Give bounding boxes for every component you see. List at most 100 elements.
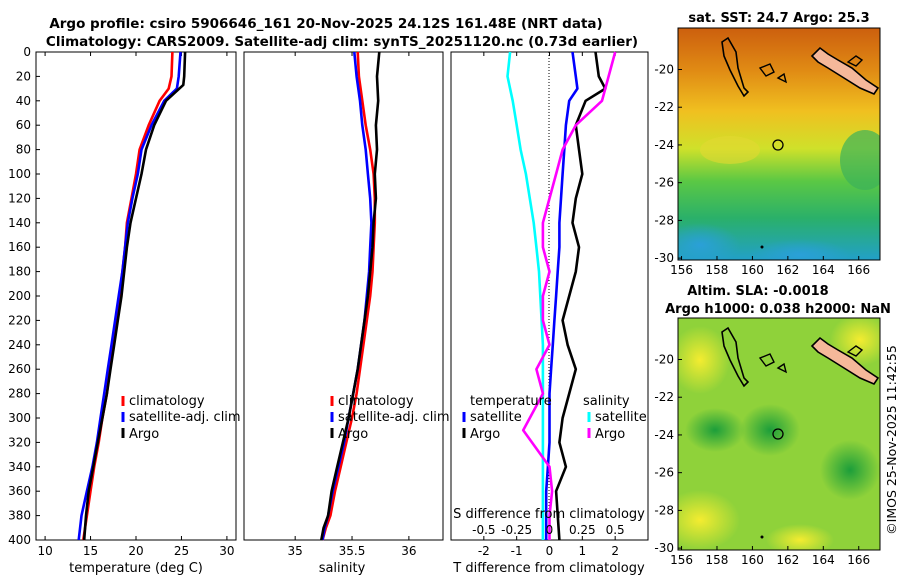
s-diff-axis-label: S difference from climatology — [453, 507, 645, 522]
y-tick-label: 0 — [23, 45, 31, 59]
map-y-tick: -28 — [654, 213, 674, 227]
sla-map-title-1: Altim. SLA: -0.0018 — [687, 284, 828, 299]
s-tick-label: -0.25 — [501, 523, 532, 537]
legend-argo-2: Argo — [338, 427, 368, 442]
legend-satellite: satellite-adj. clim — [129, 410, 241, 425]
y-tick-label: 360 — [8, 484, 31, 498]
legend-s-satellite: satellite — [595, 410, 647, 425]
map-x-tick: 164 — [812, 553, 835, 567]
x-tick-label: 20 — [128, 544, 143, 558]
map-x-tick: 156 — [670, 263, 693, 277]
map-x-tick: 164 — [812, 263, 835, 277]
sla-map: Altim. SLA: -0.0018 Argo h1000: 0.038 h2… — [654, 284, 890, 567]
temperature-panel: 0 20 40 60 80 100 120 140 160 180 200 220 240 260 280 3… — [8, 45, 241, 576]
difference-legend: temperature salinity satellite Argo sate… — [462, 394, 647, 442]
header-line-1: Argo profile: csiro 5906646_161 20-Nov-2… — [49, 16, 602, 32]
y-tick-label: 320 — [8, 435, 31, 449]
map-y-tick: -26 — [654, 466, 674, 480]
y-tick-label: 200 — [8, 289, 31, 303]
map-y-tick: -26 — [654, 176, 674, 190]
salinity-xlabel: salinity — [319, 561, 366, 576]
y-tick-label: 40 — [16, 94, 31, 108]
y-tick-label: 220 — [8, 313, 31, 327]
series-line-s-argo — [521, 51, 617, 540]
map-x-tick: 158 — [706, 263, 729, 277]
series-line-t-argo — [554, 51, 607, 541]
y-tick-label: 180 — [8, 265, 31, 279]
map-x-tick: 160 — [741, 263, 764, 277]
y-tick-label: 300 — [8, 411, 31, 425]
temperature-xlabel: temperature (deg C) — [69, 561, 203, 576]
x-tick-label: 25 — [174, 544, 189, 558]
map-x-tick: 158 — [706, 553, 729, 567]
legend-t-argo: Argo — [470, 427, 500, 442]
x-tick-label: 30 — [219, 544, 234, 558]
map-y-tick: -22 — [654, 100, 674, 114]
x-tick-label: -2 — [478, 544, 490, 558]
y-tick-label: 240 — [8, 338, 31, 352]
map-x-tick: 156 — [670, 553, 693, 567]
sst-map-title: sat. SST: 24.7 Argo: 25.3 — [688, 11, 869, 26]
salinity-legend: climatology satellite-adj. clim Argo — [330, 394, 450, 442]
temperature-legend: climatology satellite-adj. clim Argo — [121, 394, 241, 442]
x-tick-label: 10 — [37, 544, 52, 558]
s-tick-label: 0.25 — [569, 523, 596, 537]
map-y-tick: -20 — [654, 62, 674, 76]
legend-header-salinity: salinity — [583, 394, 630, 409]
y-tick-label: 60 — [16, 118, 31, 132]
y-tick-label: 160 — [8, 240, 31, 254]
legend-climatology-2: climatology — [338, 394, 414, 409]
y-tick-label: 20 — [16, 69, 31, 83]
y-tick-label: 400 — [8, 533, 31, 547]
legend-header-temperature: temperature — [470, 394, 552, 409]
y-tick-label: 120 — [8, 191, 31, 205]
y-tick-label: 100 — [8, 167, 31, 181]
y-tick-label: 260 — [8, 362, 31, 376]
x-tick-label: 0 — [546, 544, 554, 558]
legend-climatology: climatology — [129, 394, 205, 409]
y-tick-label: 140 — [8, 216, 31, 230]
y-tick-label: 380 — [8, 509, 31, 523]
legend-argo: Argo — [129, 427, 159, 442]
series-line-t-satellite — [544, 51, 579, 540]
map-y-tick: -22 — [654, 390, 674, 404]
argo-position-marker — [772, 139, 784, 151]
map-y-tick: -24 — [654, 428, 674, 442]
x-tick-label: 2 — [611, 544, 619, 558]
x-tick-label: 35.5 — [339, 544, 366, 558]
legend-t-satellite: satellite — [470, 410, 522, 425]
series-line-climatology — [321, 51, 377, 541]
series-line-argo — [82, 51, 187, 541]
argo-position-marker-2 — [772, 428, 784, 440]
sla-map-title-2: Argo h1000: 0.038 h2000: NaN — [665, 302, 891, 317]
map-x-tick: 162 — [776, 553, 799, 567]
map-y-tick: -24 — [654, 138, 674, 152]
difference-panel: -2 -1 0 1 2 S difference from climatology -0… — [450, 51, 649, 576]
map-x-tick: 162 — [776, 263, 799, 277]
sst-map: sat. SST: 24.7 Argo: 25.3 -20 -22 -24 -26 -2… — [654, 11, 881, 277]
series-line-argo — [320, 51, 381, 541]
legend-s-argo: Argo — [595, 427, 625, 442]
salinity-panel: 35 35.5 36 salinity climatology satellite-… — [243, 51, 450, 576]
x-tick-label: 36 — [401, 544, 416, 558]
x-tick-label: 15 — [83, 544, 98, 558]
map-x-tick: 160 — [741, 553, 764, 567]
y-tick-label: 340 — [8, 460, 31, 474]
map-y-tick: -30 — [654, 251, 674, 265]
x-tick-label: -1 — [511, 544, 523, 558]
s-tick-label: 0 — [546, 523, 554, 537]
imos-timestamp: ©IMOS 25-Nov-2025 11:42:55 — [884, 345, 899, 535]
x-tick-label: 1 — [579, 544, 587, 558]
y-tick-label: 280 — [8, 387, 31, 401]
map-x-tick: 166 — [847, 263, 870, 277]
y-tick-label: 80 — [16, 143, 31, 157]
s-tick-label: 0.5 — [606, 523, 625, 537]
s-tick-label: -0.5 — [472, 523, 495, 537]
t-diff-xlabel: T difference from climatology — [452, 561, 645, 576]
map-y-tick: -20 — [654, 352, 674, 366]
map-y-tick: -30 — [654, 541, 674, 555]
header-line-2: Climatology: CARS2009. Satellite-adj cli… — [46, 34, 638, 50]
map-x-tick: 166 — [847, 553, 870, 567]
x-tick-label: 35 — [288, 544, 303, 558]
